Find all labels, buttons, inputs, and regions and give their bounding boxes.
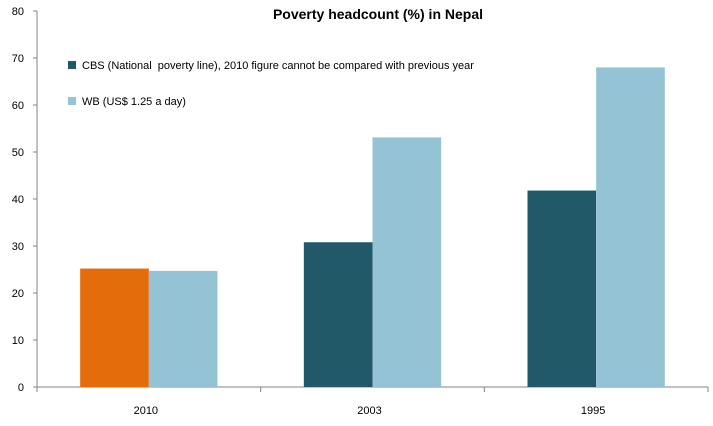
y-tick-label: 50 bbox=[12, 147, 24, 159]
bar-2003-series-1 bbox=[303, 242, 373, 387]
legend-label-2: WB (US$ 1.25 a day) bbox=[82, 96, 186, 108]
bar-1995-series-2 bbox=[596, 67, 665, 388]
y-tick-label: 60 bbox=[12, 100, 24, 112]
y-tick-label: 0 bbox=[18, 382, 24, 394]
bar-1995-series-1 bbox=[527, 190, 597, 387]
y-tick-label: 80 bbox=[12, 6, 24, 18]
bar-2010-series-2 bbox=[148, 270, 218, 387]
y-tick-label: 10 bbox=[12, 335, 24, 347]
legend-swatch-2 bbox=[68, 97, 76, 105]
y-tick-label: 70 bbox=[12, 53, 24, 65]
x-tick-label: 1995 bbox=[581, 405, 605, 417]
x-tick-label: 2010 bbox=[134, 405, 158, 417]
bar-2010-series-1 bbox=[80, 268, 149, 387]
legend-label-1: CBS (National poverty line), 2010 figure… bbox=[82, 60, 474, 72]
y-tick-label: 40 bbox=[12, 194, 24, 206]
legend: CBS (National poverty line), 2010 figure… bbox=[68, 60, 474, 108]
chart-title: Poverty headcount (%) in Nepal bbox=[273, 6, 483, 22]
y-axis: 0 10 20 30 40 50 60 70 80 bbox=[12, 6, 38, 394]
x-tick-label: 2003 bbox=[357, 405, 381, 417]
y-tick-label: 30 bbox=[12, 241, 24, 253]
bar-2003-series-2 bbox=[372, 137, 442, 387]
bars-group bbox=[80, 67, 665, 388]
legend-swatch-1 bbox=[68, 61, 76, 69]
y-tick-label: 20 bbox=[12, 288, 24, 300]
x-axis: 2010 2003 1995 bbox=[36, 386, 709, 417]
